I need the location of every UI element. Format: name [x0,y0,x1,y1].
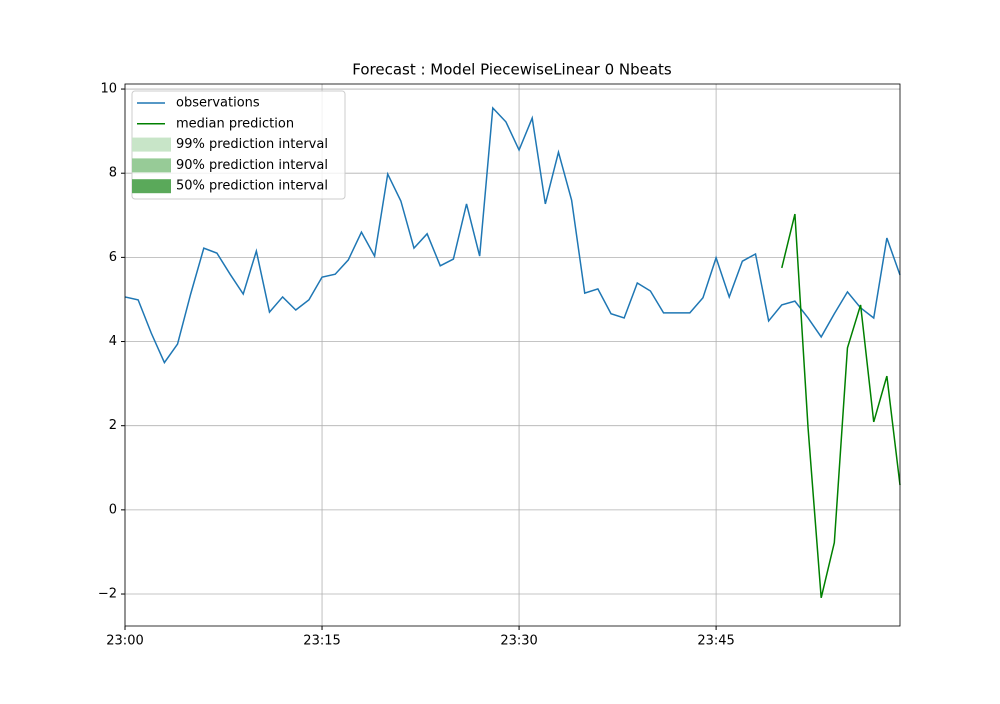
legend-label: 90% prediction interval [176,158,328,173]
x-tick-label: 23:30 [500,634,537,649]
y-tick-label: 10 [100,82,117,97]
legend-patch [132,179,171,194]
x-tick-label: 23:15 [303,634,340,649]
series-line [781,213,901,598]
y-tick-label: 6 [109,250,117,265]
y-tick-label: 2 [109,418,117,433]
chart-title: Forecast : Model PiecewiseLinear 0 Nbeat… [352,61,672,79]
x-tick-label: 23:00 [106,634,143,649]
series-line [124,106,901,365]
y-tick-label: 8 [109,166,117,181]
legend-label: median prediction [176,116,294,131]
legend-patch [132,137,171,152]
y-tick-label: −2 [98,587,117,602]
legend-patch [132,158,171,173]
legend-label: 99% prediction interval [176,137,328,152]
y-tick-label: 0 [109,502,117,517]
plot-frame [124,83,901,627]
legend-label: 50% prediction interval [176,179,328,194]
y-tick-label: 4 [109,334,117,349]
x-tick-label: 23:45 [697,634,734,649]
legend-label: observations [176,96,260,111]
